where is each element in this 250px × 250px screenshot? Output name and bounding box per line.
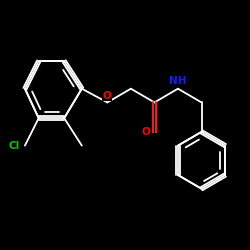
Text: Cl: Cl (8, 140, 20, 150)
Text: O: O (103, 90, 112, 101)
Text: NH: NH (169, 76, 187, 86)
Text: O: O (141, 127, 150, 137)
